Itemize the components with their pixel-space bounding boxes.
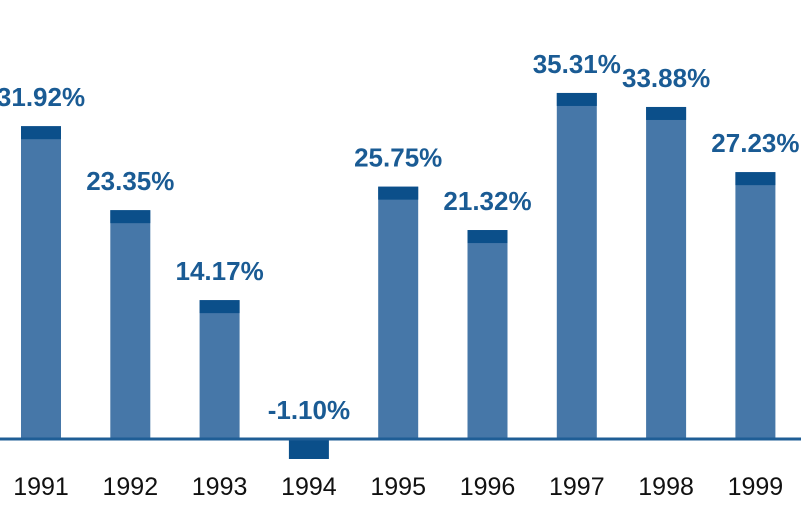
category-label-1993: 1993 <box>192 473 248 501</box>
bar-cap-1997 <box>556 92 597 106</box>
category-label-1995: 1995 <box>370 473 426 501</box>
bar-cap-1995 <box>378 186 419 200</box>
category-label-1996: 1996 <box>460 473 516 501</box>
category-label-1991: 1991 <box>13 473 69 501</box>
value-labels-group: 31.92% 23.35% 14.17% -1.10% 25.75%21.32% 35.3… <box>0 49 799 425</box>
value-label-1998: 33.88% <box>622 63 710 93</box>
bar-cap-1993 <box>199 300 240 314</box>
value-label-1993: 14.17% <box>176 256 264 286</box>
category-label-1992: 1992 <box>102 473 158 501</box>
bars-group <box>21 92 776 459</box>
bar-1997 <box>556 92 597 439</box>
bar-cap-1999 <box>735 172 776 186</box>
bar-1999 <box>735 172 776 439</box>
category-label-1998: 1998 <box>638 473 694 501</box>
bar-1994 <box>288 439 329 459</box>
bar-1996 <box>467 230 508 439</box>
bar-1991 <box>21 126 61 440</box>
value-label-1999: 27.23% <box>711 128 799 158</box>
bar-cap-1991 <box>21 126 61 140</box>
bar-cap-1998 <box>646 106 687 120</box>
bar-cap-1996 <box>467 230 508 244</box>
bar-cap-1992 <box>110 210 151 224</box>
value-label-1991: 31.92% <box>0 82 85 112</box>
value-label-1997: 35.31% <box>533 49 621 79</box>
category-label-1999: 1999 <box>728 473 784 501</box>
category-labels-group: 1991 1992 1993 1994 1995 1996 1997 1998 1999 <box>13 473 783 501</box>
value-label-1992: 23.35% <box>86 166 174 196</box>
category-label-1997: 1997 <box>549 473 605 501</box>
bar-1998 <box>646 106 687 439</box>
bar-1995 <box>378 186 419 439</box>
value-label-1994: -1.10% <box>268 395 350 425</box>
bar-1993 <box>199 300 240 439</box>
value-label-1995: 25.75% <box>354 143 442 173</box>
bar-1992 <box>110 210 151 439</box>
value-label-1996: 21.32% <box>443 186 531 216</box>
category-label-1994: 1994 <box>281 473 337 501</box>
